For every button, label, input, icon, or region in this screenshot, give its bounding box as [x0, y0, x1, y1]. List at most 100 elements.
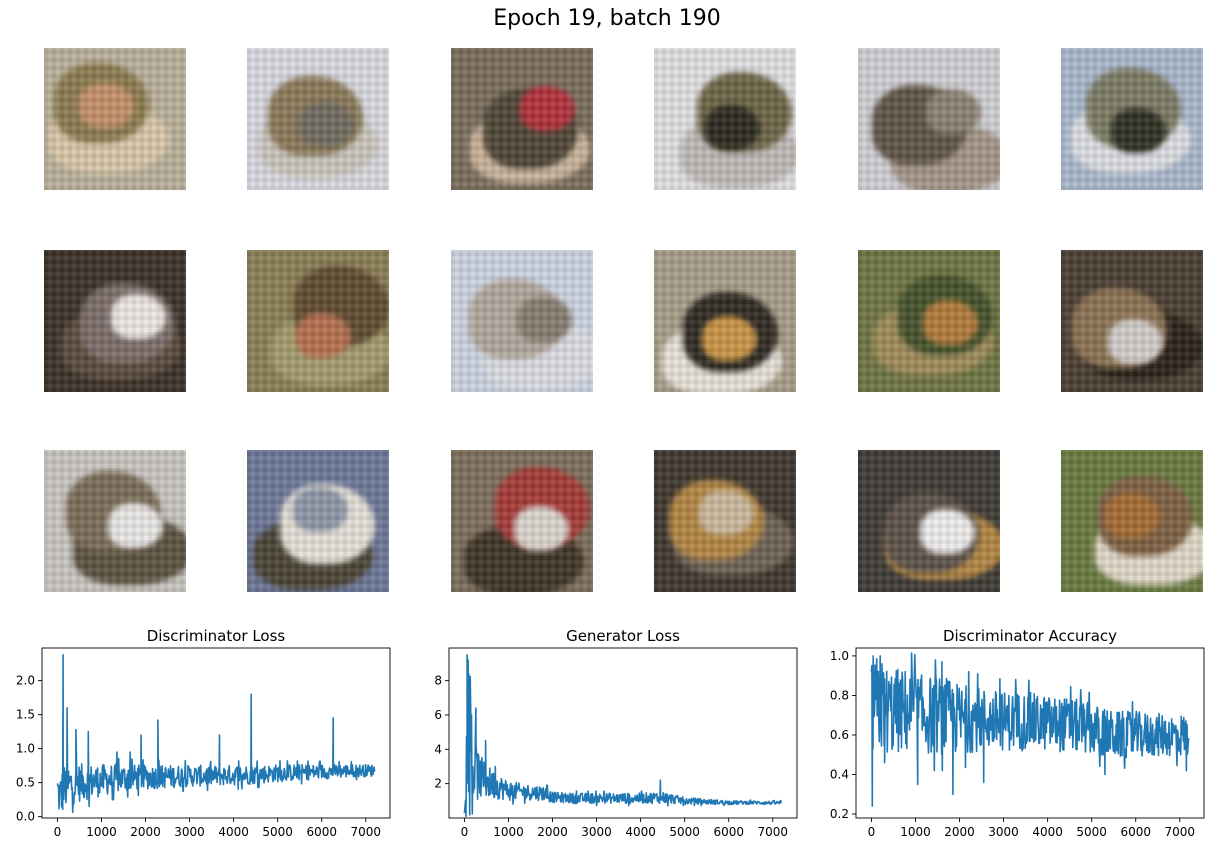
x-tick-label: 6000	[306, 825, 337, 839]
pixel-texture	[247, 48, 389, 190]
x-tick-label: 5000	[262, 825, 293, 839]
image-blob	[514, 506, 569, 551]
pixel-texture	[1061, 250, 1203, 392]
generated-sample-image	[1061, 250, 1203, 392]
pixel-texture	[451, 48, 593, 190]
y-tick-label: 0.5	[16, 776, 35, 790]
chart-title-generator-loss: Generator Loss	[566, 627, 680, 645]
generated-sample-image	[451, 450, 593, 592]
generated-sample-image	[44, 250, 186, 392]
pixel-texture	[44, 48, 186, 190]
x-tick-label: 6000	[1120, 825, 1151, 839]
y-tick-label: 0.4	[830, 768, 849, 782]
y-tick-label: 6	[434, 708, 442, 722]
data-series-line	[56, 654, 376, 814]
y-tick-label: 1.0	[16, 742, 35, 756]
pixel-texture	[247, 450, 389, 592]
image-blob	[517, 297, 572, 342]
generated-sample-image	[247, 450, 389, 592]
image-blob	[1105, 493, 1160, 538]
generated-sample-image	[654, 250, 796, 392]
pixel-texture	[654, 450, 796, 592]
x-tick-label: 3000	[581, 825, 612, 839]
image-blob	[705, 105, 760, 150]
image-blob	[299, 102, 354, 147]
y-tick-label: 0.2	[830, 807, 849, 821]
y-tick-label: 0.0	[16, 810, 35, 824]
image-blob	[79, 83, 134, 128]
image-blob	[699, 490, 754, 535]
pixel-texture	[44, 450, 186, 592]
x-tick-label: 0	[868, 825, 876, 839]
pixel-texture	[451, 450, 593, 592]
image-blob	[293, 487, 348, 532]
x-tick-label: 3000	[174, 825, 205, 839]
y-tick-label: 2	[434, 777, 442, 791]
generated-sample-image	[1061, 450, 1203, 592]
y-tick-label: 4	[434, 742, 442, 756]
generated-sample-image	[858, 450, 1000, 592]
figure-title: Epoch 19, batch 190	[493, 6, 721, 31]
y-tick-label: 1.0	[830, 649, 849, 663]
image-blob	[920, 509, 975, 554]
x-tick-label: 1000	[900, 825, 931, 839]
image-blob	[1111, 108, 1166, 153]
pixel-texture	[654, 48, 796, 190]
x-tick-label: 1000	[86, 825, 117, 839]
y-tick-label: 2.0	[16, 674, 35, 688]
pixel-texture	[1061, 450, 1203, 592]
generated-sample-image	[247, 250, 389, 392]
generated-sample-image	[1061, 48, 1203, 190]
x-tick-label: 2000	[130, 825, 161, 839]
pixel-texture	[247, 250, 389, 392]
x-tick-label: 5000	[1076, 825, 1107, 839]
x-tick-label: 7000	[350, 825, 381, 839]
generated-sample-image	[654, 48, 796, 190]
generated-sample-image	[44, 450, 186, 592]
image-blob	[111, 294, 166, 339]
image-blob	[926, 89, 981, 134]
axes-frame	[41, 647, 391, 819]
x-tick-label: 0	[461, 825, 469, 839]
x-tick-label: 5000	[669, 825, 700, 839]
generated-sample-image	[451, 48, 593, 190]
image-blob	[108, 503, 163, 548]
pixel-texture	[451, 250, 593, 392]
image-blob	[702, 316, 757, 361]
x-tick-label: 7000	[757, 825, 788, 839]
pixel-texture	[858, 250, 1000, 392]
x-tick-label: 6000	[713, 825, 744, 839]
axes-frame	[855, 647, 1205, 819]
generated-sample-image	[451, 250, 593, 392]
data-series-line	[870, 652, 1190, 807]
pixel-texture	[858, 450, 1000, 592]
chart-title-discriminator-loss: Discriminator Loss	[146, 627, 286, 645]
generated-sample-image	[858, 48, 1000, 190]
generated-sample-image	[858, 250, 1000, 392]
x-tick-label: 2000	[537, 825, 568, 839]
axes-frame	[448, 647, 798, 819]
y-tick-label: 8	[434, 674, 442, 688]
image-blob	[520, 86, 575, 131]
y-tick-label: 1.5	[16, 708, 35, 722]
y-tick-label: 0.6	[830, 728, 849, 742]
pixel-texture	[654, 250, 796, 392]
generated-sample-image	[654, 450, 796, 592]
x-tick-label: 7000	[1164, 825, 1195, 839]
x-tick-label: 0	[54, 825, 62, 839]
pixel-texture	[1061, 48, 1203, 190]
image-blob	[1108, 319, 1163, 364]
x-tick-label: 2000	[944, 825, 975, 839]
chart-title-discriminator-accuracy: Discriminator Accuracy	[942, 627, 1118, 645]
x-tick-label: 4000	[1032, 825, 1063, 839]
generated-sample-image	[44, 48, 186, 190]
generated-sample-image	[247, 48, 389, 190]
image-blob	[923, 300, 978, 345]
x-tick-label: 4000	[218, 825, 249, 839]
x-tick-label: 3000	[988, 825, 1019, 839]
data-series-line	[463, 654, 783, 818]
pixel-texture	[44, 250, 186, 392]
